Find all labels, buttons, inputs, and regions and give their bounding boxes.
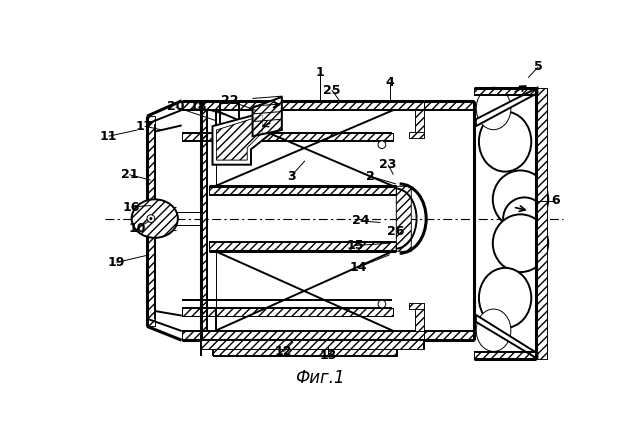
Text: 3: 3 <box>287 170 295 183</box>
Text: 17: 17 <box>136 120 154 133</box>
Bar <box>415 308 424 331</box>
Text: 21: 21 <box>120 168 138 181</box>
Bar <box>209 186 396 195</box>
Polygon shape <box>396 186 411 251</box>
Bar <box>474 351 536 359</box>
Ellipse shape <box>476 88 511 130</box>
Bar <box>182 133 394 141</box>
Bar <box>182 308 394 316</box>
Bar <box>424 331 474 340</box>
Bar <box>536 88 547 359</box>
Text: 5: 5 <box>534 61 543 73</box>
Polygon shape <box>476 88 538 126</box>
Text: 6: 6 <box>551 194 559 207</box>
Bar <box>424 101 474 110</box>
Bar <box>201 340 424 350</box>
Text: 14: 14 <box>350 261 367 274</box>
Ellipse shape <box>479 268 531 328</box>
Bar <box>201 340 424 350</box>
Bar <box>212 350 397 356</box>
Bar <box>215 251 394 331</box>
Text: 12: 12 <box>275 345 292 358</box>
Bar <box>182 331 424 340</box>
Ellipse shape <box>503 198 545 240</box>
Text: 23: 23 <box>380 158 397 171</box>
Bar <box>536 88 547 359</box>
Polygon shape <box>212 111 270 165</box>
Bar <box>182 101 424 110</box>
Circle shape <box>149 217 152 220</box>
Circle shape <box>147 215 155 222</box>
Bar <box>415 110 424 133</box>
Ellipse shape <box>476 309 511 351</box>
Bar <box>212 350 397 356</box>
Text: 19: 19 <box>108 256 125 269</box>
Text: 2: 2 <box>366 170 375 183</box>
Text: 15: 15 <box>346 239 364 252</box>
Text: 24: 24 <box>351 214 369 227</box>
Text: 22: 22 <box>221 94 238 107</box>
Bar <box>182 101 424 110</box>
Bar <box>182 308 394 316</box>
Bar <box>409 132 424 138</box>
Bar <box>182 133 394 141</box>
Bar <box>209 242 396 251</box>
Ellipse shape <box>493 171 548 228</box>
Text: 13: 13 <box>319 349 337 362</box>
Bar <box>474 88 536 95</box>
Polygon shape <box>253 97 282 136</box>
Ellipse shape <box>479 111 531 171</box>
Bar <box>409 132 424 138</box>
Ellipse shape <box>493 214 548 272</box>
Polygon shape <box>476 315 538 359</box>
Bar <box>209 186 396 195</box>
Text: 10: 10 <box>128 222 146 235</box>
Bar <box>215 110 394 186</box>
Bar <box>201 110 207 331</box>
Text: Фиг.1: Фиг.1 <box>296 369 345 387</box>
Bar <box>424 331 474 340</box>
Text: 26: 26 <box>387 225 404 238</box>
Bar <box>474 88 536 95</box>
Bar <box>182 331 424 340</box>
Bar <box>474 351 536 359</box>
Text: 4: 4 <box>385 76 394 89</box>
Bar <box>415 110 424 133</box>
Ellipse shape <box>132 199 178 238</box>
Bar <box>424 101 474 110</box>
Bar <box>409 303 424 309</box>
Text: 25: 25 <box>323 84 340 96</box>
Bar <box>147 116 155 326</box>
Text: 16: 16 <box>123 201 140 213</box>
Text: 20: 20 <box>167 100 184 114</box>
Bar <box>147 116 155 326</box>
Bar <box>201 110 207 331</box>
Bar <box>409 303 424 309</box>
Circle shape <box>378 141 386 149</box>
Text: 18: 18 <box>190 100 207 114</box>
Circle shape <box>378 300 386 308</box>
Text: 1: 1 <box>316 66 324 79</box>
Text: 11: 11 <box>100 130 117 143</box>
Bar <box>415 308 424 331</box>
Bar <box>209 242 396 251</box>
